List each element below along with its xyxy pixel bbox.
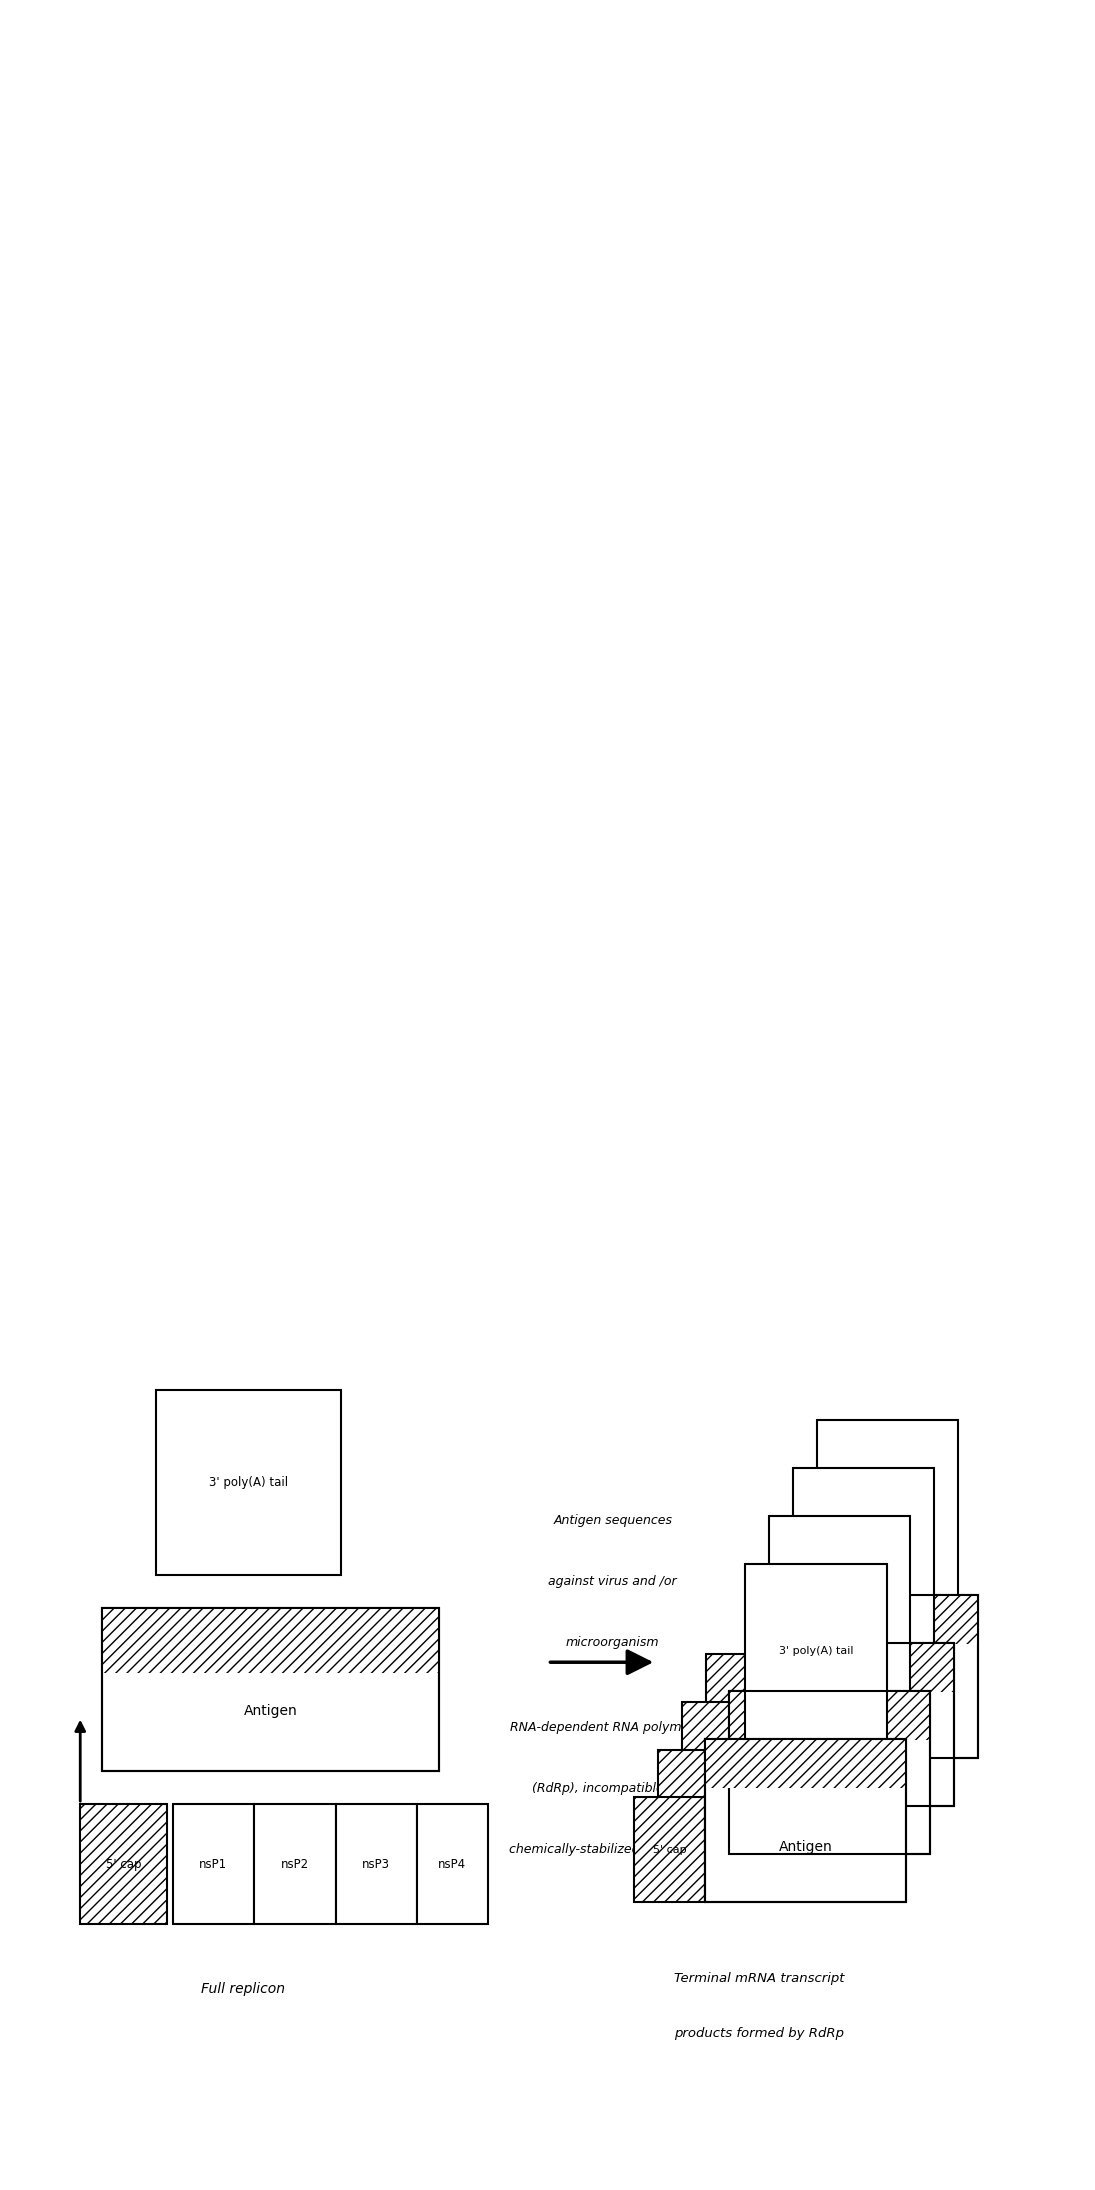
Bar: [769, 1515, 910, 1691]
Text: Antigen: Antigen: [779, 1840, 832, 1853]
Bar: [753, 1642, 954, 1807]
Text: 3' poly(A) tail: 3' poly(A) tail: [209, 1476, 288, 1489]
Text: chemically-stabilized nucleotides: chemically-stabilized nucleotides: [509, 1844, 716, 1857]
Bar: [705, 1739, 906, 1787]
Bar: [753, 1642, 954, 1691]
Text: nsP3: nsP3: [362, 1857, 390, 1870]
Bar: [102, 1607, 439, 1772]
Bar: [705, 1739, 906, 1903]
Text: (RdRp), incompatible with: (RdRp), incompatible with: [531, 1783, 694, 1796]
Text: nsP4: nsP4: [438, 1857, 466, 1870]
Text: Antigen: Antigen: [243, 1704, 297, 1719]
Bar: [776, 1594, 978, 1759]
Bar: [254, 1805, 335, 1925]
Bar: [729, 1691, 930, 1855]
Bar: [706, 1653, 776, 1759]
Bar: [682, 1702, 753, 1807]
Bar: [729, 1691, 930, 1739]
Text: Full replicon: Full replicon: [201, 1982, 285, 1997]
Bar: [634, 1798, 705, 1903]
Text: Antigen sequences: Antigen sequences: [553, 1513, 672, 1526]
Text: Terminal mRNA transcript: Terminal mRNA transcript: [675, 1971, 844, 1984]
Text: RNA-dependent RNA polymerase: RNA-dependent RNA polymerase: [509, 1721, 716, 1734]
Bar: [173, 1805, 254, 1925]
Bar: [102, 1607, 439, 1772]
Bar: [746, 1564, 887, 1739]
Text: nsP2: nsP2: [280, 1857, 309, 1870]
Bar: [157, 1388, 341, 1575]
Bar: [335, 1805, 417, 1925]
Text: microorganism: microorganism: [566, 1636, 659, 1649]
Bar: [80, 1805, 168, 1925]
Bar: [417, 1805, 487, 1925]
Bar: [658, 1750, 729, 1855]
Bar: [753, 1642, 954, 1807]
Text: 5' cap: 5' cap: [106, 1857, 141, 1870]
Text: 3' poly(A) tail: 3' poly(A) tail: [779, 1647, 853, 1656]
Text: FIG. 1A: FIG. 1A: [922, 1688, 977, 1702]
Text: products formed by RdRp: products formed by RdRp: [675, 2026, 844, 2039]
Text: nsP1: nsP1: [199, 1857, 228, 1870]
Bar: [102, 1607, 439, 1673]
Bar: [705, 1739, 906, 1903]
Bar: [729, 1691, 930, 1855]
Bar: [776, 1594, 978, 1759]
Bar: [817, 1419, 958, 1594]
Text: against virus and /or: against virus and /or: [549, 1575, 677, 1588]
Text: 5' cap: 5' cap: [653, 1844, 687, 1855]
Bar: [793, 1467, 934, 1642]
Bar: [776, 1594, 978, 1645]
